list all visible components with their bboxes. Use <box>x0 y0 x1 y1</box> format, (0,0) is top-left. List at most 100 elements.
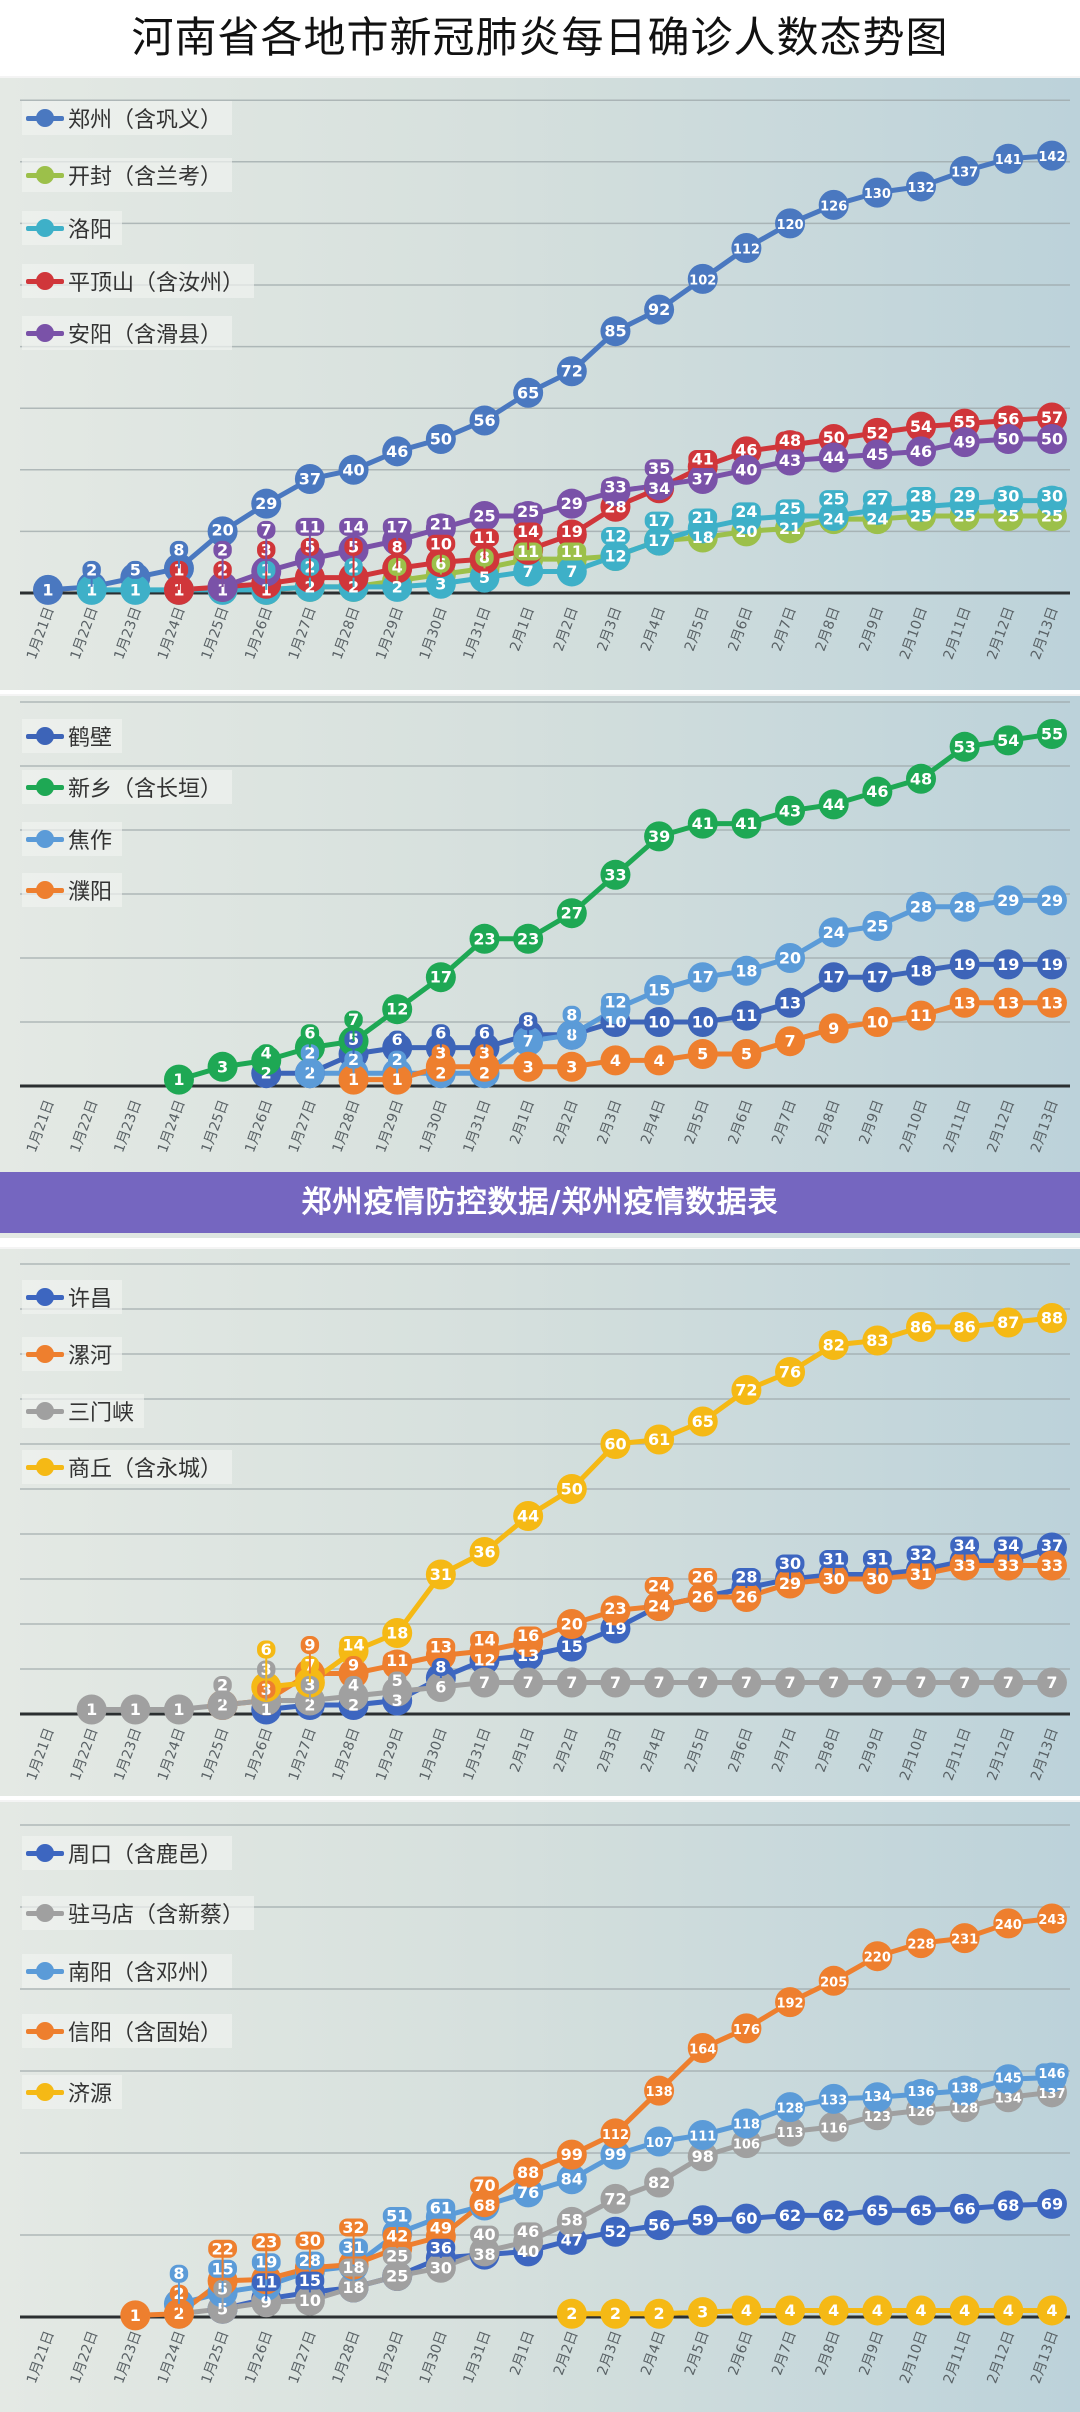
data-label: 17 <box>648 511 670 530</box>
data-point <box>469 501 500 531</box>
x-tick-label: 2月13日 <box>1028 1726 1062 1783</box>
data-label: 13 <box>997 993 1019 1012</box>
data-label: 46 <box>910 442 932 461</box>
data-point <box>906 955 936 986</box>
legend-marker-icon <box>22 1280 68 1314</box>
label-badge <box>557 522 587 541</box>
data-label: 5 <box>217 2299 228 2318</box>
legend-item: 郑州（含巩义） <box>22 101 233 135</box>
label-badge <box>426 2218 456 2237</box>
label-badge <box>295 2271 325 2290</box>
data-label: 87 <box>997 1313 1019 1332</box>
x-tick-label: 2月7日 <box>769 1098 800 1147</box>
data-label: 28 <box>910 897 932 916</box>
legend-marker-icon <box>22 158 68 192</box>
legend-item: 信阳（含固始） <box>22 2014 233 2048</box>
data-point <box>382 1064 413 1095</box>
data-label: 17 <box>692 968 714 987</box>
data-point <box>687 1007 718 1037</box>
x-tick-label: 1月23日 <box>111 1098 145 1155</box>
data-label: 5 <box>479 568 490 587</box>
label-badge <box>300 1024 320 1043</box>
data-point <box>294 464 325 495</box>
data-point <box>818 2200 849 2231</box>
label-badge <box>295 2231 325 2250</box>
data-label: 1 <box>173 1070 184 1089</box>
label-badge <box>295 517 325 536</box>
title-banner: 郑州疫情防控数据/郑州疫情数据表 <box>0 1172 1080 1233</box>
data-point <box>600 1429 631 1459</box>
label-badge <box>470 2225 499 2244</box>
data-point <box>775 2116 806 2147</box>
data-label: 2 <box>304 1696 315 1715</box>
data-label: 46 <box>386 442 408 461</box>
data-point <box>731 1582 762 1612</box>
data-label: 52 <box>604 2222 626 2241</box>
data-label: 6 <box>304 1024 315 1043</box>
data-label: 128 <box>776 2102 803 2117</box>
data-label: 20 <box>779 949 801 968</box>
data-label: 12 <box>604 527 626 546</box>
legend-marker-icon <box>22 873 68 907</box>
data-label: 4 <box>915 2301 926 2320</box>
label-badge <box>775 1554 805 1573</box>
data-point <box>775 1026 806 1057</box>
data-point <box>513 1667 544 1698</box>
label-badge <box>475 1044 494 1063</box>
label-badge <box>906 487 936 505</box>
data-point <box>1036 1667 1067 1698</box>
data-label: 4 <box>348 1676 359 1695</box>
legend-marker-icon <box>22 2014 68 2048</box>
label-badge <box>688 1568 718 1586</box>
label-badge <box>257 1640 276 1659</box>
label-badge <box>947 2078 982 2097</box>
data-point <box>775 1987 806 2018</box>
data-label: 50 <box>430 430 452 449</box>
data-label: 34 <box>954 1536 976 1555</box>
x-tick-label: 1月27日 <box>286 1726 320 1783</box>
data-point <box>687 464 718 495</box>
legend-item: 鹤壁 <box>22 719 123 753</box>
data-label: 13 <box>517 1646 539 1665</box>
legend-item: 洛阳 <box>22 211 123 245</box>
x-tick-label: 1月21日 <box>24 1726 58 1783</box>
data-label: 35 <box>648 459 670 478</box>
x-tick-label: 1月26日 <box>242 605 276 662</box>
label-badge <box>344 1010 363 1029</box>
data-label: 59 <box>692 2211 714 2230</box>
data-point <box>644 2298 675 2329</box>
data-label: 25 <box>1041 507 1063 526</box>
label-badge <box>426 534 456 553</box>
data-point <box>731 1667 762 1698</box>
data-label: 60 <box>604 1435 626 1454</box>
label-badge <box>426 514 456 533</box>
data-point <box>775 2200 806 2231</box>
x-tick-label: 2月6日 <box>725 1098 756 1147</box>
data-point <box>207 1051 238 1082</box>
data-point <box>862 417 893 448</box>
label-badge <box>388 537 407 556</box>
data-label: 2 <box>654 2304 665 2323</box>
x-tick-label: 2月12日 <box>984 1726 1018 1783</box>
legend-label: 洛阳 <box>68 218 113 243</box>
series-lines <box>47 153 1053 593</box>
label-badge <box>513 502 543 521</box>
data-label: 70 <box>473 2176 495 2195</box>
data-label: 19 <box>561 522 583 541</box>
data-label: 50 <box>997 430 1019 449</box>
data-label: 111 <box>689 2129 716 2144</box>
data-label: 8 <box>173 2264 184 2283</box>
data-point <box>993 2064 1024 2095</box>
data-label: 47 <box>561 2230 583 2249</box>
label-badge <box>950 487 980 505</box>
data-point <box>687 1039 718 1069</box>
data-label: 3 <box>304 1676 315 1695</box>
data-point <box>687 263 718 294</box>
data-point <box>731 2203 762 2234</box>
x-tick-label: 2月12日 <box>984 2329 1018 2386</box>
data-point <box>906 763 936 794</box>
data-point <box>906 1667 936 1698</box>
data-label: 66 <box>954 2199 976 2218</box>
data-label: 2 <box>392 1050 403 1069</box>
data-label: 24 <box>648 1577 670 1596</box>
